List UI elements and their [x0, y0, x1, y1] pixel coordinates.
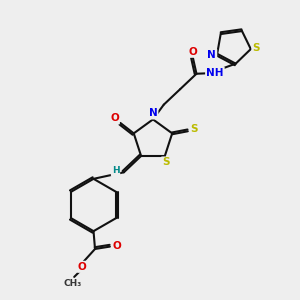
Text: S: S	[190, 124, 198, 134]
Text: O: O	[188, 47, 197, 57]
Text: N: N	[148, 108, 157, 118]
Text: N: N	[208, 50, 216, 60]
Text: H: H	[112, 166, 119, 175]
Text: O: O	[78, 262, 87, 272]
Text: CH₃: CH₃	[64, 279, 82, 288]
Text: S: S	[252, 43, 260, 53]
Text: S: S	[162, 158, 169, 167]
Text: O: O	[112, 241, 121, 251]
Text: NH: NH	[206, 68, 224, 77]
Text: O: O	[110, 113, 119, 124]
